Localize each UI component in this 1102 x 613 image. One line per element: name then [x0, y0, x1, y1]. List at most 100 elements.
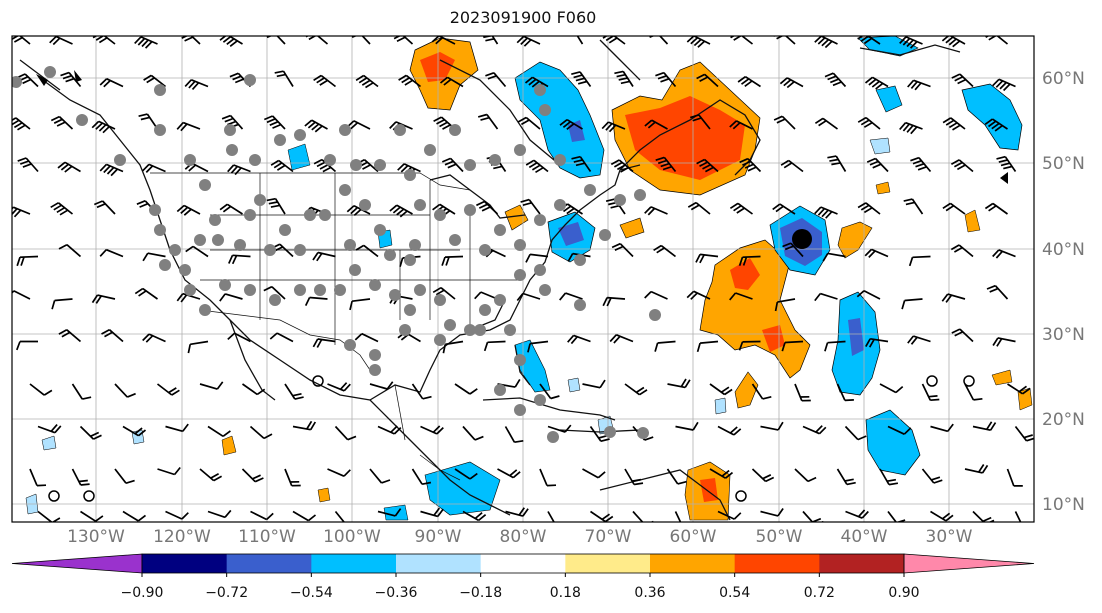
wind-barb — [605, 198, 626, 215]
wind-barb — [157, 466, 181, 476]
wind-barb — [655, 156, 677, 173]
wind-barb — [71, 383, 92, 400]
wind-barb — [505, 507, 529, 517]
wind-barb — [802, 425, 827, 435]
station-marker — [489, 154, 501, 166]
wind-barb — [274, 70, 294, 87]
wind-barb — [57, 161, 81, 173]
station-marker — [319, 209, 331, 221]
wind-barb — [864, 76, 889, 90]
wind-barb — [951, 328, 974, 343]
station-marker — [424, 144, 436, 156]
wind-barb — [176, 292, 201, 303]
station-marker — [369, 279, 381, 291]
station-marker — [404, 304, 416, 316]
wind-barb — [79, 425, 102, 440]
wind-barb — [941, 36, 966, 48]
wind-barb — [207, 425, 231, 438]
station-marker — [539, 104, 551, 116]
wind-barb — [227, 164, 251, 176]
wind-barb — [91, 294, 116, 304]
wind-barb — [879, 383, 904, 394]
station-marker — [649, 309, 661, 321]
pennant-barbs — [36, 70, 1008, 184]
lon-tick-label: 90°W — [415, 527, 462, 547]
station-marker — [154, 224, 166, 236]
station-marker — [414, 284, 426, 296]
wind-barb — [737, 75, 761, 88]
wind-barb — [485, 71, 507, 88]
wind-barb — [814, 292, 838, 302]
station-marker — [339, 124, 351, 136]
wind-barb — [142, 333, 166, 343]
station-marker — [514, 239, 526, 251]
station-marker — [194, 234, 206, 246]
wind-barb — [101, 328, 124, 343]
wind-barb — [653, 244, 677, 258]
wind-barb — [644, 290, 668, 300]
wind-barb — [930, 510, 954, 522]
wind-barb — [972, 421, 997, 432]
wind-barb — [185, 245, 209, 258]
station-marker — [199, 179, 211, 191]
station-marker — [219, 279, 231, 291]
station-marker — [154, 84, 166, 96]
wind-barb — [687, 201, 711, 215]
station-marker — [534, 394, 546, 406]
wind-barb — [992, 337, 1016, 347]
wind-barb — [602, 36, 626, 45]
wind-barb — [844, 425, 867, 441]
wind-barb — [16, 255, 39, 267]
wind-barb — [524, 76, 549, 90]
wind-barb — [12, 290, 31, 300]
colorbar-cell — [480, 554, 566, 573]
station-marker — [637, 427, 649, 439]
wind-barb — [187, 340, 209, 354]
wind-barb — [654, 340, 676, 352]
wind-barb — [50, 202, 74, 216]
map-plot-area — [12, 36, 1034, 522]
wind-barb — [601, 121, 626, 133]
wind-barb — [729, 120, 753, 130]
wind-barb — [114, 468, 135, 485]
lat-tick-label: 30°N — [1042, 325, 1085, 345]
wind-barb — [143, 74, 167, 88]
wind-barb — [454, 383, 478, 395]
wind-barb — [527, 340, 549, 353]
station-marker — [534, 214, 546, 226]
calm-circles — [48, 375, 975, 502]
wind-barb — [270, 159, 294, 173]
wind-barb — [304, 119, 328, 133]
wind-barb — [739, 157, 762, 173]
wind-barb — [614, 70, 634, 87]
colorbar-frame — [141, 553, 905, 574]
wind-barb — [632, 510, 654, 522]
wind-barb — [29, 383, 53, 396]
wind-barb — [729, 292, 753, 301]
colorbar: −0.90 −0.72 −0.54 −0.36 −0.18 0.18 0.36 0.54 0.7… — [11, 553, 1035, 601]
station-marker — [314, 284, 326, 296]
storm-center-marker — [792, 229, 812, 249]
lon-tick-label: 70°W — [585, 527, 632, 547]
colorbar-tick-label: −0.36 — [375, 585, 418, 601]
wind-barb — [242, 383, 266, 396]
colorbar-cell — [650, 554, 736, 573]
colorbar-cell — [565, 554, 651, 573]
wind-barb — [156, 383, 180, 396]
station-marker — [350, 159, 362, 171]
wind-barb — [760, 508, 784, 517]
wind-barb — [334, 510, 356, 522]
wind-barb — [16, 73, 39, 88]
station-marker — [494, 294, 506, 306]
wind-barb — [781, 340, 804, 352]
wind-barb — [165, 423, 189, 433]
station-marker — [474, 324, 486, 336]
wind-barb — [142, 252, 166, 262]
colorbar-extend-min — [11, 553, 143, 574]
wind-barb — [71, 468, 90, 486]
lon-tick-label: 120°W — [153, 527, 211, 547]
wind-barb — [921, 468, 943, 484]
wind-barb — [845, 509, 869, 519]
colorbar-cell — [819, 554, 905, 573]
wind-barb — [773, 115, 796, 130]
